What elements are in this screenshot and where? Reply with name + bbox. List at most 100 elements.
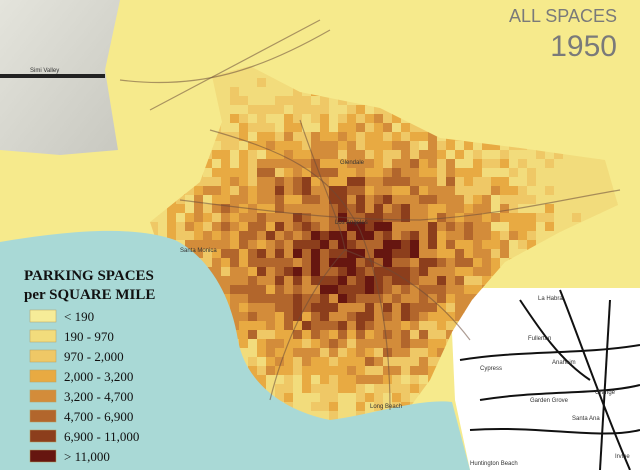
area-cell [221, 141, 231, 151]
area-cell [482, 150, 492, 160]
area-cell [500, 231, 510, 241]
area-cell [581, 159, 591, 169]
area-cell [302, 276, 312, 286]
area-cell [563, 168, 573, 178]
area-cell [401, 132, 411, 142]
area-cell [365, 258, 375, 268]
area-cell [329, 123, 339, 133]
area-cell [392, 240, 402, 250]
area-cell [329, 330, 339, 340]
place-label: Orange [595, 390, 616, 396]
area-cell [383, 276, 393, 286]
area-cell [374, 204, 384, 214]
area-cell [275, 168, 285, 178]
area-cell [212, 78, 222, 88]
area-cell [311, 366, 321, 376]
area-cell [401, 348, 411, 358]
area-cell [275, 240, 285, 250]
area-cell [491, 249, 501, 259]
area-cell [239, 330, 249, 340]
area-cell [446, 195, 456, 205]
area-cell [338, 222, 348, 232]
area-cell [275, 231, 285, 241]
area-cell [455, 222, 465, 232]
area-cell [527, 177, 537, 187]
area-cell [410, 132, 420, 142]
area-cell [284, 114, 294, 124]
area-cell [248, 66, 258, 70]
area-cell [275, 96, 285, 106]
area-cell [392, 375, 402, 385]
area-cell [221, 114, 231, 124]
area-cell [257, 321, 267, 331]
area-cell [194, 231, 204, 241]
area-cell [239, 249, 249, 259]
area-cell [401, 258, 411, 268]
area-cell [293, 87, 303, 97]
area-cell [347, 321, 357, 331]
area-cell [266, 366, 276, 376]
area-cell [500, 168, 510, 178]
area-cell [257, 258, 267, 268]
place-label: Long Beach [370, 404, 402, 410]
area-cell [320, 150, 330, 160]
area-cell [365, 132, 375, 142]
area-cell [401, 375, 411, 385]
area-cell [302, 177, 312, 187]
area-cell [257, 303, 267, 313]
area-cell [365, 204, 375, 214]
area-cell [320, 159, 330, 169]
area-cell [275, 114, 285, 124]
area-cell [347, 240, 357, 250]
area-cell [239, 66, 249, 70]
area-cell [392, 150, 402, 160]
area-cell [509, 177, 519, 187]
area-cell [311, 357, 321, 367]
area-cell [572, 177, 582, 187]
area-cell [464, 267, 474, 277]
area-cell [158, 222, 168, 232]
area-cell [446, 231, 456, 241]
area-cell [284, 105, 294, 115]
area-cell [419, 348, 429, 358]
area-cell [302, 321, 312, 331]
area-cell [356, 231, 366, 241]
area-cell [320, 357, 330, 367]
area-cell [185, 213, 195, 223]
area-cell [266, 357, 276, 367]
area-cell [572, 159, 582, 169]
area-cell [500, 195, 510, 205]
area-cell [230, 204, 240, 214]
area-cell [383, 312, 393, 322]
place-label: Los Angeles [335, 220, 368, 226]
area-cell [239, 123, 249, 133]
area-cell [266, 312, 276, 322]
legend-label: 970 - 2,000 [64, 349, 124, 364]
area-cell [230, 141, 240, 151]
area-cell [320, 186, 330, 196]
area-cell [455, 267, 465, 277]
area-cell [410, 384, 420, 394]
place-label: Santa Monica [180, 248, 217, 254]
area-cell [401, 249, 411, 259]
area-cell [572, 204, 582, 214]
area-cell [302, 249, 312, 259]
area-cell [329, 276, 339, 286]
area-cell [419, 366, 429, 376]
area-cell [464, 204, 474, 214]
area-cell [365, 141, 375, 151]
area-cell [473, 186, 483, 196]
area-cell [248, 186, 258, 196]
area-cell [293, 105, 303, 115]
area-cell [500, 204, 510, 214]
area-cell [374, 303, 384, 313]
area-cell [311, 249, 321, 259]
area-cell [347, 330, 357, 340]
area-cell [545, 195, 555, 205]
area-cell [230, 69, 240, 79]
area-cell [491, 177, 501, 187]
area-cell [491, 267, 501, 277]
area-cell [311, 303, 321, 313]
area-cell [320, 132, 330, 142]
area-cell [437, 168, 447, 178]
